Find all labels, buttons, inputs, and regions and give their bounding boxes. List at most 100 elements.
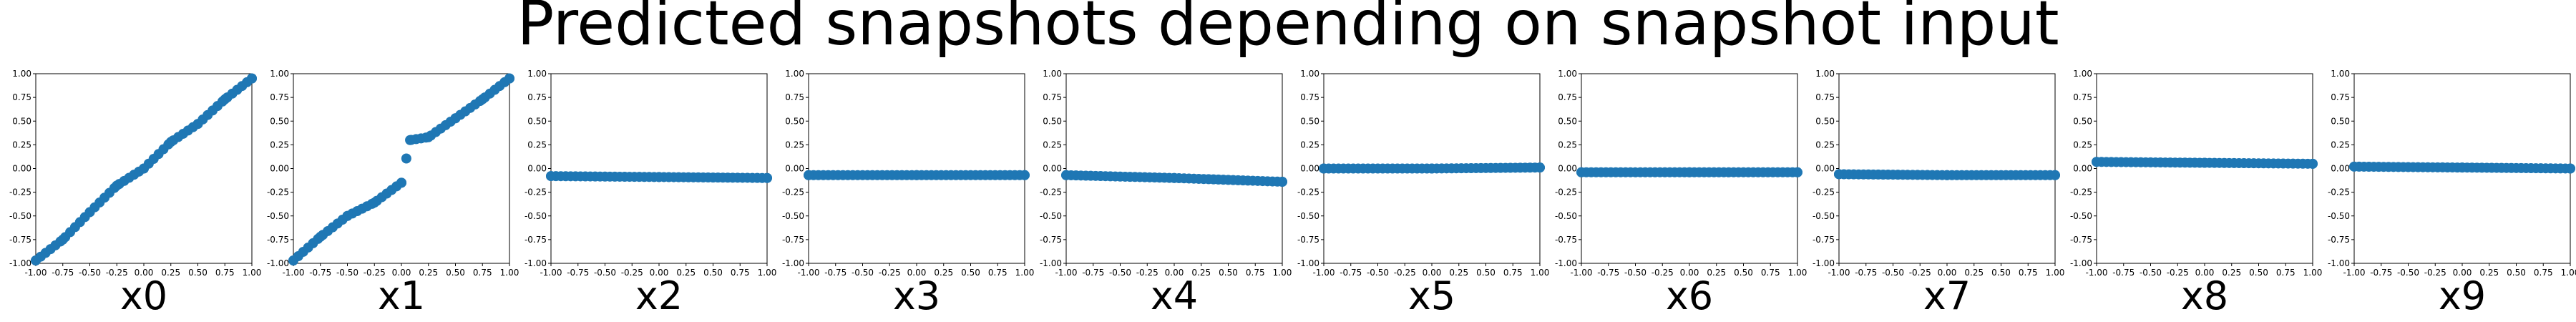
x-tick-label: -0.75 (1340, 268, 1362, 278)
data-point (84, 207, 95, 218)
y-tick-label: -0.75 (1813, 235, 1835, 245)
y-tick-label: 0.75 (785, 92, 804, 102)
data-point (1319, 163, 1329, 174)
x-tick-label: -0.25 (364, 268, 386, 278)
x-tick-label: 0.25 (419, 268, 438, 278)
x-tick-label: -0.50 (1882, 268, 1904, 278)
y-tick-label: 0.50 (785, 116, 804, 126)
y-tick-label: -0.50 (1297, 211, 1319, 221)
y-tick-label: -0.50 (782, 211, 804, 221)
x-tick-label: -1.00 (282, 268, 304, 278)
y-tick-label: -0.50 (267, 211, 289, 221)
x-tick-label: -0.50 (1624, 268, 1646, 278)
y-tick-label: 0.50 (2331, 116, 2350, 126)
data-point (2308, 158, 2318, 169)
data-series (1576, 167, 1802, 177)
x-tick-label: 0.50 (1734, 268, 1753, 278)
x-tick-label: -0.50 (79, 268, 101, 278)
x-tick-label: 0.25 (676, 268, 696, 278)
y-tick-label: 0.25 (2331, 140, 2350, 150)
x-tick-label: 0.00 (1938, 268, 1957, 278)
data-point (477, 94, 488, 104)
data-point (1061, 170, 1071, 180)
y-tick-label: 0.75 (2331, 92, 2350, 102)
x-tick-label: -0.25 (621, 268, 643, 278)
subplot-x4: -1.00 -0.75 -0.50 -0.25 0.00 0.25 0.50 0.75 1.00… (1040, 69, 1292, 318)
y-tick-label: 0.00 (1558, 164, 1577, 174)
data-point (342, 210, 353, 221)
axes-frame (1838, 73, 2056, 264)
data-point (1576, 167, 1586, 177)
subplot-x3: -1.00 -0.75 -0.50 -0.25 0.00 0.25 0.50 0.75 1.00… (782, 69, 1034, 318)
y-tick-label: 0.25 (12, 140, 31, 150)
x-tick-label: 0.50 (961, 268, 980, 278)
y-tick-label: -1.00 (267, 258, 289, 268)
x-tick-label: 1.00 (1531, 268, 1550, 278)
axes-frame (1065, 73, 1283, 264)
x-tick-label: 0.25 (1964, 268, 1984, 278)
x-tick-label: 0.25 (1707, 268, 1726, 278)
y-tick-label: 0.50 (12, 116, 31, 126)
y-tick-label: -0.75 (267, 235, 289, 245)
y-tick-label: -1.00 (1555, 258, 1577, 268)
y-tick-label: -1.00 (9, 258, 31, 268)
x-tick-label: 0.50 (446, 268, 465, 278)
x-tick-label: -1.00 (1570, 268, 1592, 278)
data-point (165, 137, 176, 147)
y-tick-label: 0.75 (1815, 92, 1835, 102)
y-tick-label: 0.25 (1815, 140, 1835, 150)
y-tick-label: 0.25 (2073, 140, 2092, 150)
data-series (546, 171, 772, 183)
x-tick-label: -1.00 (2085, 268, 2107, 278)
x-tick-label: 0.00 (907, 268, 927, 278)
x-tick-label: 0.00 (650, 268, 669, 278)
x-tick-label: 1.00 (2046, 268, 2065, 278)
data-point (546, 171, 556, 182)
x-tick-label: -0.50 (852, 268, 874, 278)
x-tick-label: 0.50 (1991, 268, 2011, 278)
y-tick-label: 0.50 (2073, 116, 2092, 126)
y-tick-label: -0.75 (9, 235, 31, 245)
x-tick-label: 0.00 (2453, 268, 2472, 278)
x-tick-label: -1.00 (540, 268, 562, 278)
y-tick-label: -1.00 (525, 258, 547, 268)
figure-title: Predicted snapshots depending on snapsho… (517, 0, 2059, 59)
y-tick-label: 0.75 (1300, 92, 1319, 102)
x-tick-label: -1.00 (1828, 268, 1850, 278)
x-axis-label: x0 (120, 273, 167, 318)
x-tick-label: -0.50 (594, 268, 616, 278)
data-point (2349, 161, 2359, 172)
data-point (1834, 169, 1844, 180)
x-tick-label: 1.00 (1788, 268, 1807, 278)
x-tick-label: 0.25 (161, 268, 180, 278)
subplot-x8: -1.00 -0.75 -0.50 -0.25 0.00 0.25 0.50 0.75 1.00… (2070, 69, 2322, 318)
x-tick-label: 0.25 (2479, 268, 2499, 278)
y-tick-label: -0.25 (2328, 187, 2350, 197)
x-tick-label: 0.50 (188, 268, 208, 278)
y-tick-label: 1.00 (1815, 69, 1835, 79)
x-tick-label: -0.25 (1909, 268, 1931, 278)
data-series (1834, 169, 2060, 180)
y-tick-label: -0.25 (1040, 187, 1062, 197)
x-tick-label: 1.00 (500, 268, 519, 278)
x-axis-label: x3 (893, 273, 940, 318)
subplot-x2: -1.00 -0.75 -0.50 -0.25 0.00 0.25 0.50 0.75 1.00… (525, 69, 776, 318)
y-tick-label: -0.75 (525, 235, 547, 245)
data-point (1792, 167, 1802, 177)
x-tick-label: -1.00 (797, 268, 819, 278)
y-tick-label: -0.25 (9, 187, 31, 197)
y-tick-label: 1.00 (270, 69, 289, 79)
data-series (1319, 162, 1545, 174)
subplot-x1: -1.00 -0.75 -0.50 -0.25 0.00 0.25 0.50 0.75 1.00… (267, 69, 519, 318)
x-tick-label: 0.25 (934, 268, 953, 278)
y-tick-label: 1.00 (2073, 69, 2092, 79)
y-tick-label: -0.75 (782, 235, 804, 245)
y-tick-label: -0.75 (1297, 235, 1319, 245)
x-tick-label: 1.00 (2303, 268, 2323, 278)
y-tick-label: 0.00 (2331, 164, 2350, 174)
x-axis-label: x5 (1408, 273, 1455, 318)
x-tick-label: 0.00 (1165, 268, 1184, 278)
y-tick-label: 0.50 (527, 116, 547, 126)
x-tick-label: -0.25 (1394, 268, 1416, 278)
y-tick-label: -0.75 (2328, 235, 2350, 245)
